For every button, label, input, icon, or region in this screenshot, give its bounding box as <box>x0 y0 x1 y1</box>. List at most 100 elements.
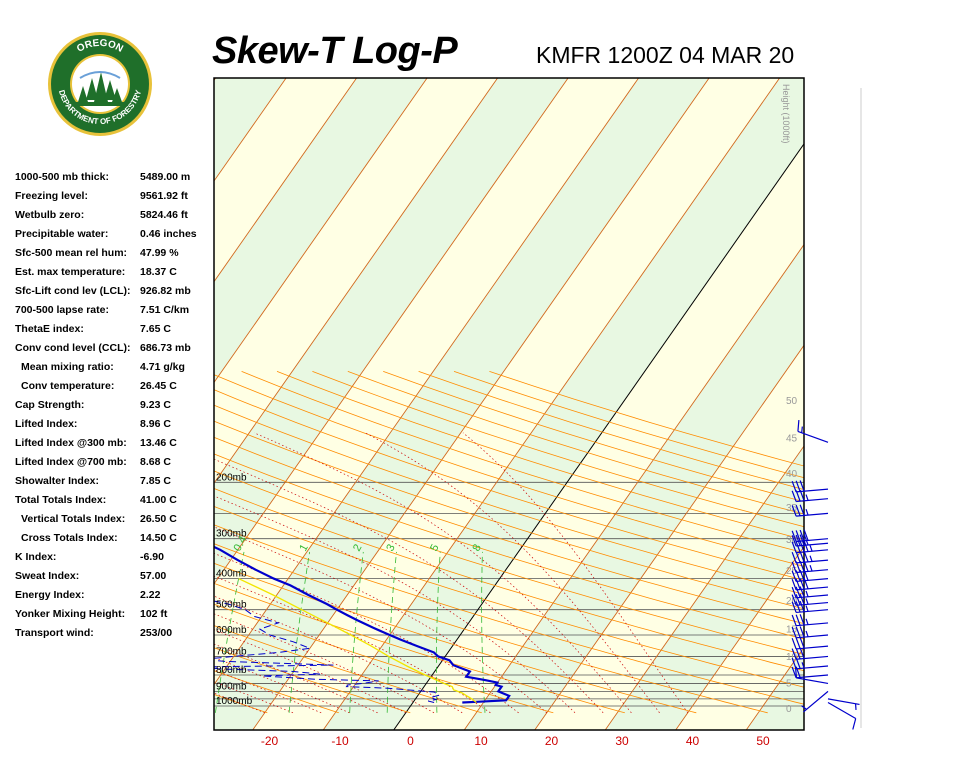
index-label: Total Totals Index: <box>15 494 107 506</box>
wind-barb-feather <box>799 534 805 546</box>
wind-barb-staff <box>796 488 829 493</box>
height-tick-label: 50 <box>786 396 798 407</box>
index-row: 1000-500 mb thick: 5489.00 m <box>15 168 215 187</box>
index-row: ThetaE index: 7.65 C <box>15 320 215 339</box>
wind-barb-feather <box>799 504 805 516</box>
wind-barb-staff <box>796 622 829 627</box>
wind-barb <box>791 647 829 660</box>
mixing-ratio-label: 1 <box>297 542 310 553</box>
wind-barb <box>791 626 829 639</box>
wind-barb-feather <box>791 570 797 582</box>
index-label: Est. max temperature: <box>15 266 126 278</box>
wind-barb-staff <box>796 586 829 591</box>
dry-adiabat-line <box>312 371 804 528</box>
wind-barb-feather <box>799 593 805 605</box>
wind-barb-feather <box>791 541 797 553</box>
wind-barb-staff <box>796 538 829 543</box>
index-label: Sfc-500 mean rel hum: <box>15 247 128 259</box>
isotherm-line <box>214 78 639 686</box>
index-value: 4.71 g/kg <box>140 361 185 373</box>
wind-barb-feather <box>795 504 801 516</box>
wind-barb-feather <box>795 480 801 492</box>
dry-adiabat-line <box>214 524 804 705</box>
index-row: Conv temperature: 26.45 C <box>15 377 215 396</box>
wind-barb-feather <box>791 594 797 606</box>
stability-indices: 1000-500 mb thick: 5489.00 m Freezing leve… <box>15 168 215 643</box>
moist-adiabat-line <box>214 669 322 714</box>
isotherm-line <box>534 344 804 730</box>
pressure-label: 900mb <box>216 681 247 692</box>
wind-barb-feather <box>799 529 805 541</box>
index-value: 7.51 C/km <box>140 304 190 316</box>
pressure-label: 200mb <box>216 472 247 483</box>
wind-barb-staff <box>796 542 829 547</box>
index-row: Wetbulb zero: 5824.46 ft <box>15 206 215 225</box>
index-label: K Index: <box>15 551 57 563</box>
wind-barb <box>791 529 829 543</box>
wind-barb <box>791 600 829 614</box>
mixing-ratio-label: 2 <box>351 542 364 553</box>
wind-barb-feather <box>791 535 797 547</box>
index-label: Sfc-Lift cond lev (LCL): <box>15 285 131 297</box>
index-row: Cross Totals Index: 14.50 C <box>15 529 215 548</box>
index-value: 102 ft <box>140 608 168 620</box>
index-value: 57.00 <box>140 570 167 582</box>
dry-adiabat-lines <box>214 371 804 714</box>
wind-barb-staff <box>796 634 829 639</box>
index-label: Cap Strength: <box>15 399 85 411</box>
wind-barb-feather <box>791 561 797 573</box>
temperature-profile-line <box>214 432 511 704</box>
wind-barb-half-feather <box>801 705 807 710</box>
wind-barb-staff <box>796 594 829 599</box>
index-row: Total Totals Index: 41.00 C <box>15 491 215 510</box>
index-label: 700-500 lapse rate: <box>15 304 109 316</box>
wind-barb-feather <box>791 666 797 678</box>
wind-barb <box>797 419 829 443</box>
index-row: Lifted Index: 8.96 C <box>15 415 215 434</box>
index-label: Precipitable water: <box>15 228 109 240</box>
moist-adiabat-line <box>253 432 632 714</box>
index-row: Sfc-Lift cond lev (LCL): 926.82 mb <box>15 282 215 301</box>
index-value: 9.23 C <box>140 399 171 411</box>
index-label: Lifted Index @700 mb: <box>15 456 127 468</box>
index-label: Wetbulb zero: <box>15 209 85 221</box>
index-value: 47.99 % <box>140 247 179 259</box>
wind-barb-half-feather <box>805 630 809 637</box>
temperature-tick-label: 10 <box>474 734 488 748</box>
index-value: 253/00 <box>140 627 173 639</box>
wind-barb-feather <box>795 626 801 638</box>
tree-icon <box>76 72 124 106</box>
temperature-tick-label: 30 <box>615 734 629 748</box>
wind-barb-half-feather <box>805 494 809 501</box>
dry-adiabat-line <box>214 625 482 714</box>
moist-adiabat-line <box>214 495 576 714</box>
dry-adiabat-line <box>214 603 554 714</box>
isotherm-band <box>0 78 4 730</box>
parcel-profile-line <box>238 578 477 704</box>
temperature-tick-label: -10 <box>331 734 349 748</box>
dry-adiabat-line <box>241 371 804 554</box>
index-row: Lifted Index @300 mb: 13.46 C <box>15 434 215 453</box>
isotherm-line <box>214 78 569 585</box>
dry-adiabat-line <box>214 582 625 714</box>
wind-barb-feather <box>791 626 797 639</box>
wind-barb-feather <box>803 540 809 552</box>
wind-barb-feather <box>799 600 805 612</box>
wind-barb-staff <box>803 690 829 713</box>
wind-barb <box>791 504 829 517</box>
height-tick-label: 15 <box>786 624 798 635</box>
wind-barb-half-feather <box>809 565 813 572</box>
wind-barb-staff <box>796 601 829 606</box>
index-value: 26.45 C <box>140 380 177 392</box>
pressure-label: 500mb <box>216 600 247 611</box>
index-label: Lifted Index @300 mb: <box>15 437 127 449</box>
index-row: Sfc-500 mean rel hum: 47.99 % <box>15 244 215 263</box>
skewt-plot-area <box>0 78 804 730</box>
height-tick-label: 30 <box>786 535 798 546</box>
index-label: Conv cond level (CCL): <box>15 342 131 354</box>
wind-barb-staff <box>796 677 829 685</box>
index-value: 2.22 <box>140 589 161 601</box>
wind-barb-half-feather <box>809 555 813 562</box>
isotherm-band <box>214 78 710 730</box>
isotherm-band <box>323 78 804 730</box>
